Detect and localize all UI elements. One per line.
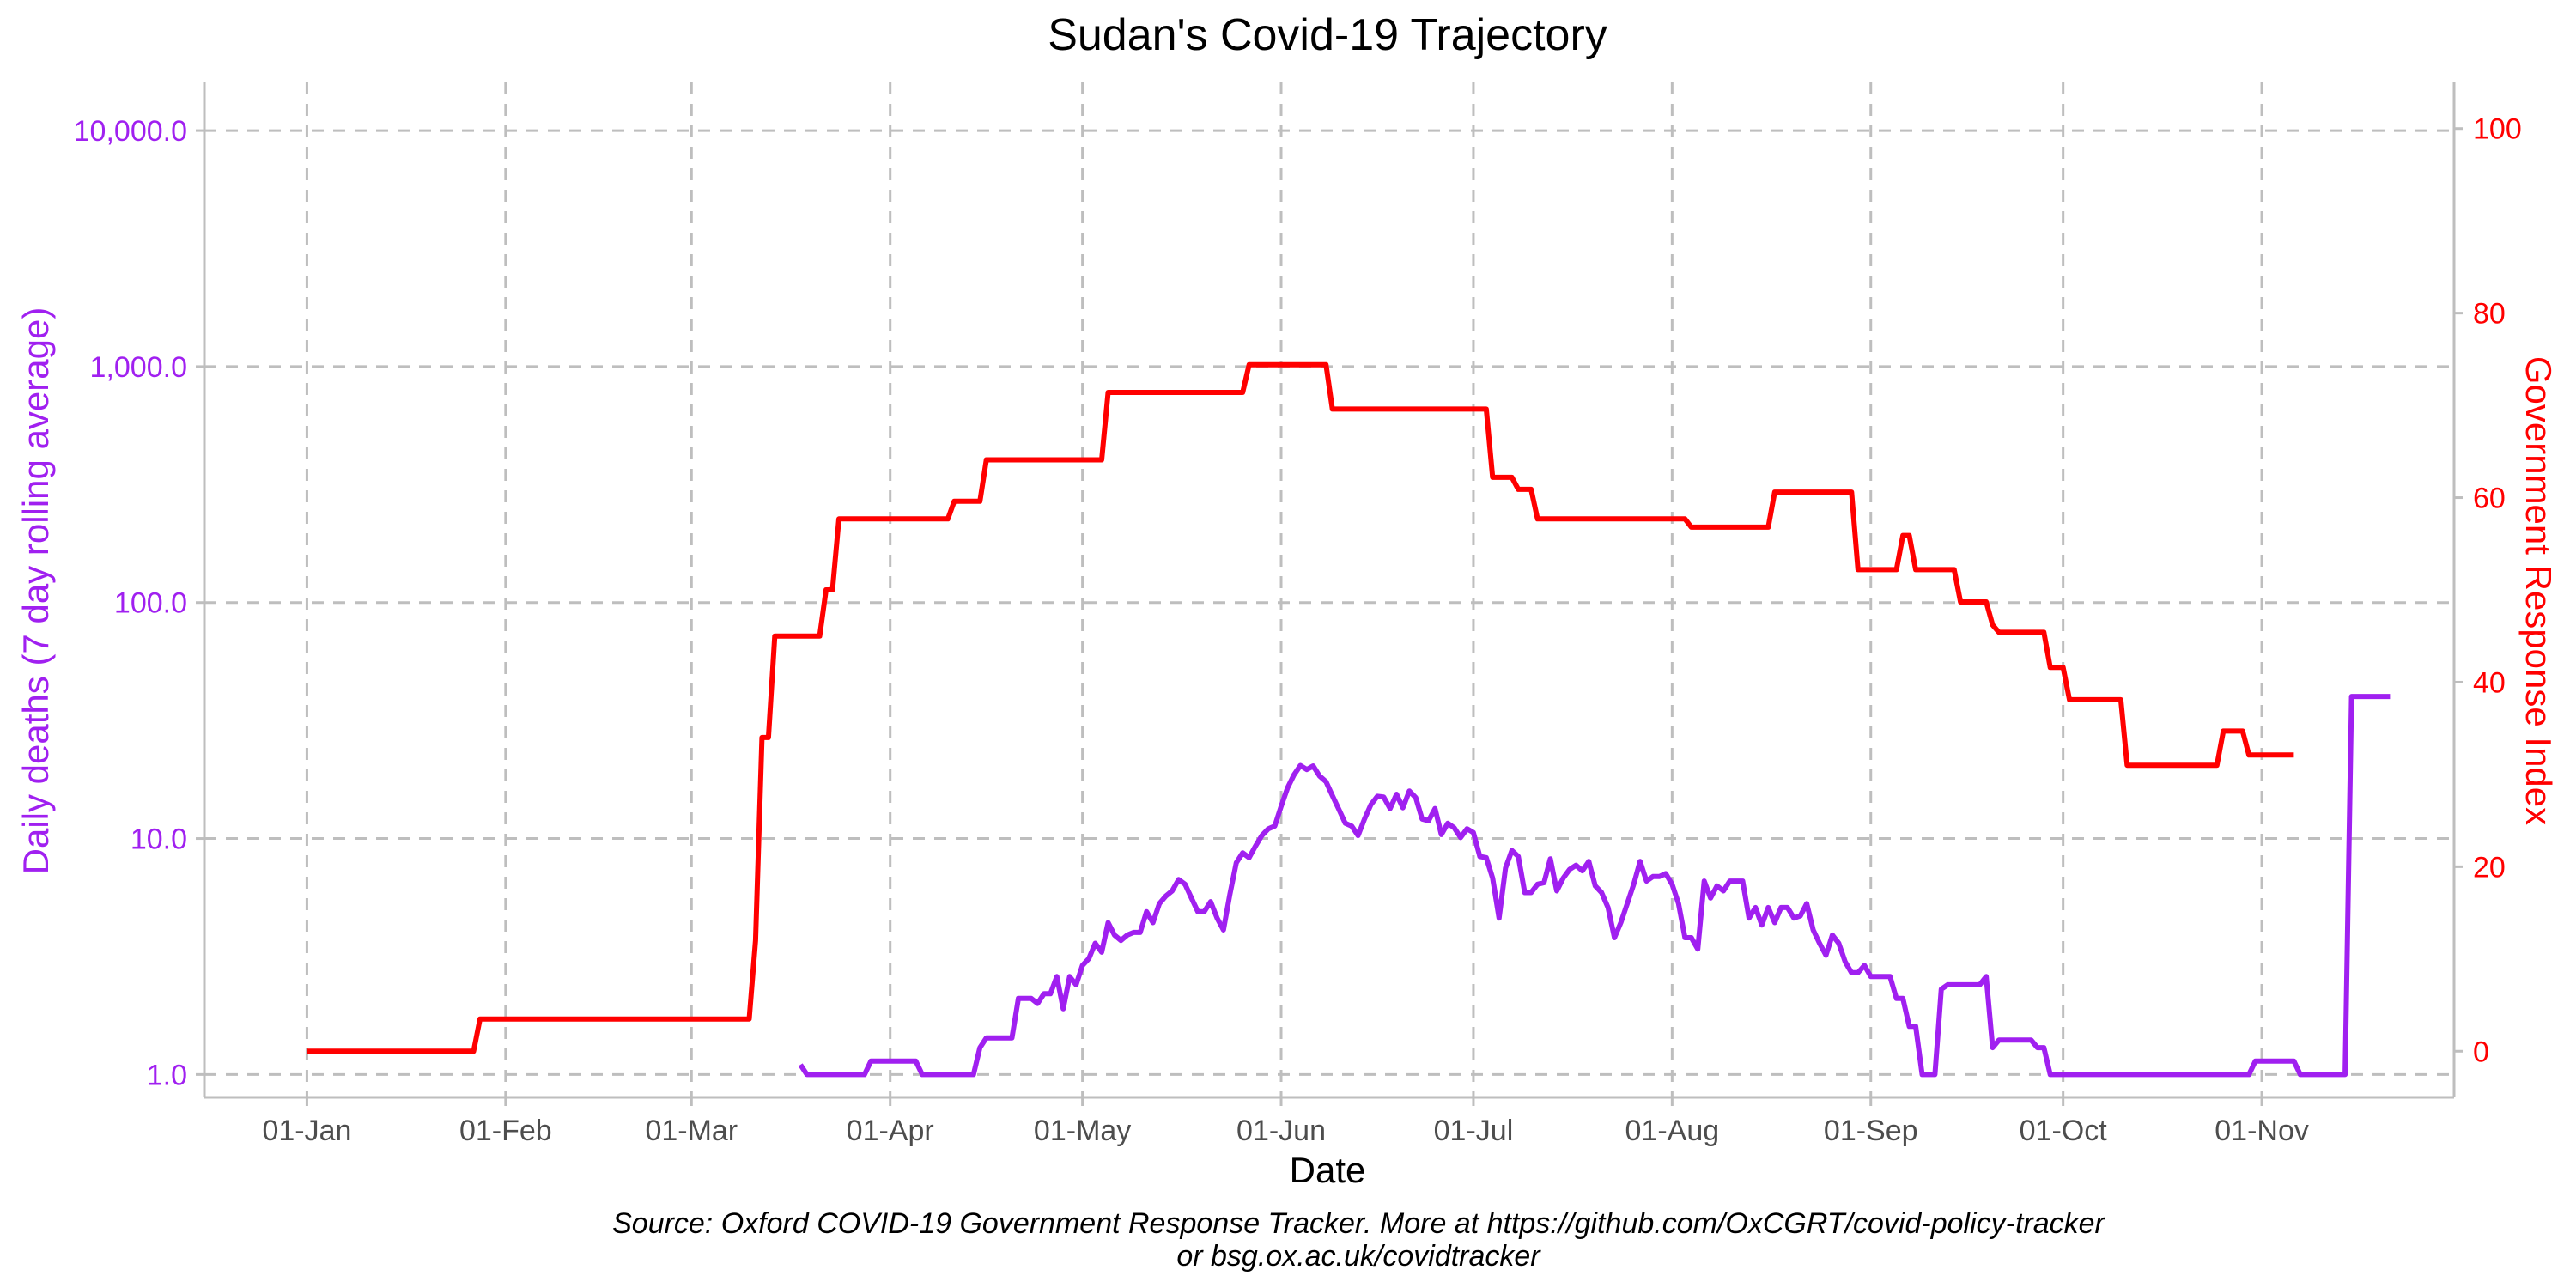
chart-title: Sudan's Covid-19 Trajectory (1048, 10, 1607, 60)
x-tick-label: 01-Mar (645, 1115, 738, 1147)
x-tick-label: 01-Aug (1625, 1115, 1720, 1147)
ticks-layer: 01-Jan 01-Feb 01-Mar 01-Apr 01-May 01-Jun 01-J… (74, 113, 2522, 1147)
x-tick-label: 01-Jan (262, 1115, 351, 1147)
grid-layer (204, 82, 2454, 1097)
y-right-tick-label: 100 (2473, 113, 2522, 146)
x-tick-label: 01-Jul (1434, 1115, 1514, 1147)
x-tick-label: 01-Apr (847, 1115, 934, 1147)
y-left-tick-label: 1,000.0 (90, 351, 187, 384)
y-axis-right-title: Government Response Index (2518, 356, 2559, 825)
y-right-tick-label: 60 (2473, 483, 2506, 515)
response-index-series-line (307, 361, 2294, 1054)
caption-line-1: Source: Oxford COVID-19 Government Respo… (612, 1207, 2105, 1240)
y-left-tick-label: 10.0 (131, 823, 187, 856)
y-left-tick-label: 1.0 (147, 1059, 187, 1091)
y-right-tick-label: 40 (2473, 666, 2506, 699)
x-tick-label: 01-Jun (1236, 1115, 1326, 1147)
series-layer (307, 361, 2391, 1078)
x-axis-title: Date (1290, 1150, 1366, 1190)
y-left-tick-label: 100.0 (114, 587, 187, 620)
x-tick-label: 01-Feb (459, 1115, 552, 1147)
y-left-tick-label: 10,000.0 (74, 115, 187, 148)
axes-layer (196, 82, 2463, 1106)
x-tick-label: 01-Nov (2215, 1115, 2309, 1147)
caption-line-2: or bsg.ox.ac.uk/covidtracker (1176, 1240, 1541, 1273)
x-tick-label: 01-Oct (2020, 1115, 2108, 1147)
y-right-tick-label: 80 (2473, 298, 2506, 331)
y-right-tick-label: 20 (2473, 851, 2506, 884)
x-tick-label: 01-Sep (1824, 1115, 1918, 1147)
y-right-tick-label: 0 (2473, 1036, 2489, 1068)
deaths-series-line (798, 694, 2391, 1078)
y-axis-left-title: Daily deaths (7 day rolling average) (15, 307, 56, 875)
x-tick-label: 01-May (1034, 1115, 1131, 1147)
